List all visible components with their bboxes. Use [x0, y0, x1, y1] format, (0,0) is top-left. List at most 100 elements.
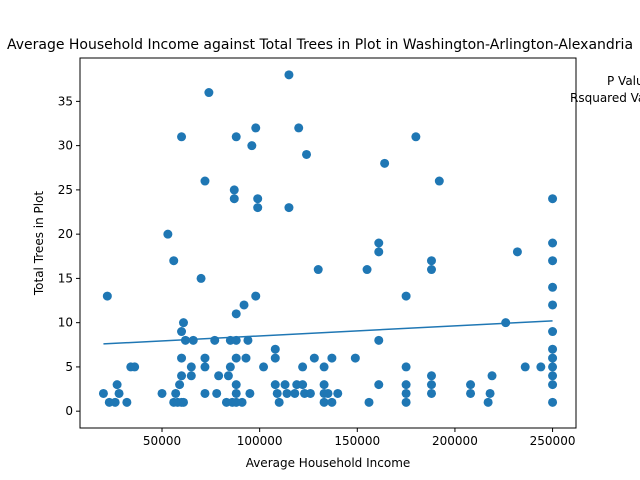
data-point	[178, 318, 188, 328]
data-point	[401, 380, 411, 390]
data-point	[487, 371, 497, 381]
data-point	[548, 194, 558, 204]
data-point	[200, 353, 210, 363]
points-layer	[98, 70, 558, 407]
data-point	[157, 388, 167, 398]
data-point	[188, 335, 198, 345]
data-point	[548, 397, 558, 407]
y-axis-label: Total Trees in Plot	[32, 191, 46, 297]
data-point	[270, 353, 280, 363]
y-tick-label: 35	[58, 94, 73, 108]
data-point	[536, 362, 546, 372]
data-point	[548, 353, 558, 363]
y-axis-ticks: 0 5 10 15 20 25 30 35	[58, 94, 80, 418]
y-tick-label: 25	[58, 183, 73, 197]
data-point	[548, 282, 558, 292]
data-point	[313, 265, 323, 275]
x-tick-label: 100000	[237, 434, 283, 448]
data-point	[204, 88, 214, 98]
data-point	[548, 238, 558, 248]
data-point	[364, 397, 374, 407]
data-point	[196, 273, 206, 283]
data-point	[231, 335, 241, 345]
data-point	[294, 123, 304, 133]
data-point	[548, 362, 558, 372]
data-point	[251, 123, 261, 133]
data-point	[110, 397, 120, 407]
data-point	[163, 229, 173, 239]
data-point	[466, 380, 476, 390]
p-value-annotation: P Value:	[607, 74, 640, 88]
data-point	[253, 203, 263, 213]
data-point	[520, 362, 530, 372]
data-point	[485, 388, 495, 398]
data-point	[483, 397, 493, 407]
y-tick-label: 30	[58, 139, 73, 153]
trendline-layer	[103, 320, 553, 345]
data-point	[426, 265, 436, 275]
data-point	[374, 380, 384, 390]
data-point	[272, 388, 282, 398]
data-point	[401, 397, 411, 407]
data-point	[200, 362, 210, 372]
data-point	[112, 380, 122, 390]
data-point	[327, 397, 337, 407]
data-point	[200, 388, 210, 398]
data-point	[466, 388, 476, 398]
data-point	[298, 362, 308, 372]
data-point	[169, 256, 179, 266]
data-point	[178, 397, 188, 407]
data-point	[253, 194, 263, 204]
data-point	[245, 388, 255, 398]
data-point	[284, 70, 294, 80]
data-point	[434, 176, 444, 186]
y-tick-label: 15	[58, 271, 73, 285]
data-point	[259, 362, 269, 372]
data-point	[177, 353, 187, 363]
x-tick-label: 200000	[432, 434, 478, 448]
trend-line	[103, 320, 553, 345]
x-axis-ticks: 50000 100000 150000 200000 250000	[143, 428, 576, 448]
data-point	[214, 371, 224, 381]
data-point	[231, 132, 241, 142]
data-point	[374, 238, 384, 248]
data-point	[401, 291, 411, 301]
data-point	[512, 247, 522, 257]
data-point	[210, 335, 220, 345]
data-point	[243, 335, 253, 345]
data-point	[270, 344, 280, 354]
data-point	[177, 327, 187, 337]
x-tick-label: 250000	[530, 434, 576, 448]
data-point	[333, 388, 343, 398]
data-point	[212, 388, 222, 398]
data-point	[548, 327, 558, 337]
data-point	[130, 362, 140, 372]
data-point	[229, 185, 239, 195]
data-point	[323, 388, 333, 398]
plot-area-frame	[79, 57, 577, 429]
data-point	[305, 388, 315, 398]
data-point	[171, 388, 181, 398]
data-point	[548, 300, 558, 310]
data-point	[426, 388, 436, 398]
data-point	[380, 158, 390, 168]
data-point	[231, 380, 241, 390]
data-point	[401, 362, 411, 372]
data-point	[548, 256, 558, 266]
data-point	[229, 194, 239, 204]
data-point	[280, 380, 290, 390]
y-tick-label: 20	[58, 227, 73, 241]
data-point	[401, 388, 411, 398]
rsquared-annotation: Rsquared Value:	[570, 91, 640, 105]
data-point	[175, 380, 185, 390]
data-point	[102, 291, 112, 301]
data-point	[374, 335, 384, 345]
data-point	[177, 132, 187, 142]
y-tick-label: 10	[58, 316, 73, 330]
data-point	[247, 141, 257, 151]
data-point	[319, 380, 329, 390]
data-point	[274, 397, 284, 407]
data-point	[309, 353, 319, 363]
data-point	[282, 388, 292, 398]
